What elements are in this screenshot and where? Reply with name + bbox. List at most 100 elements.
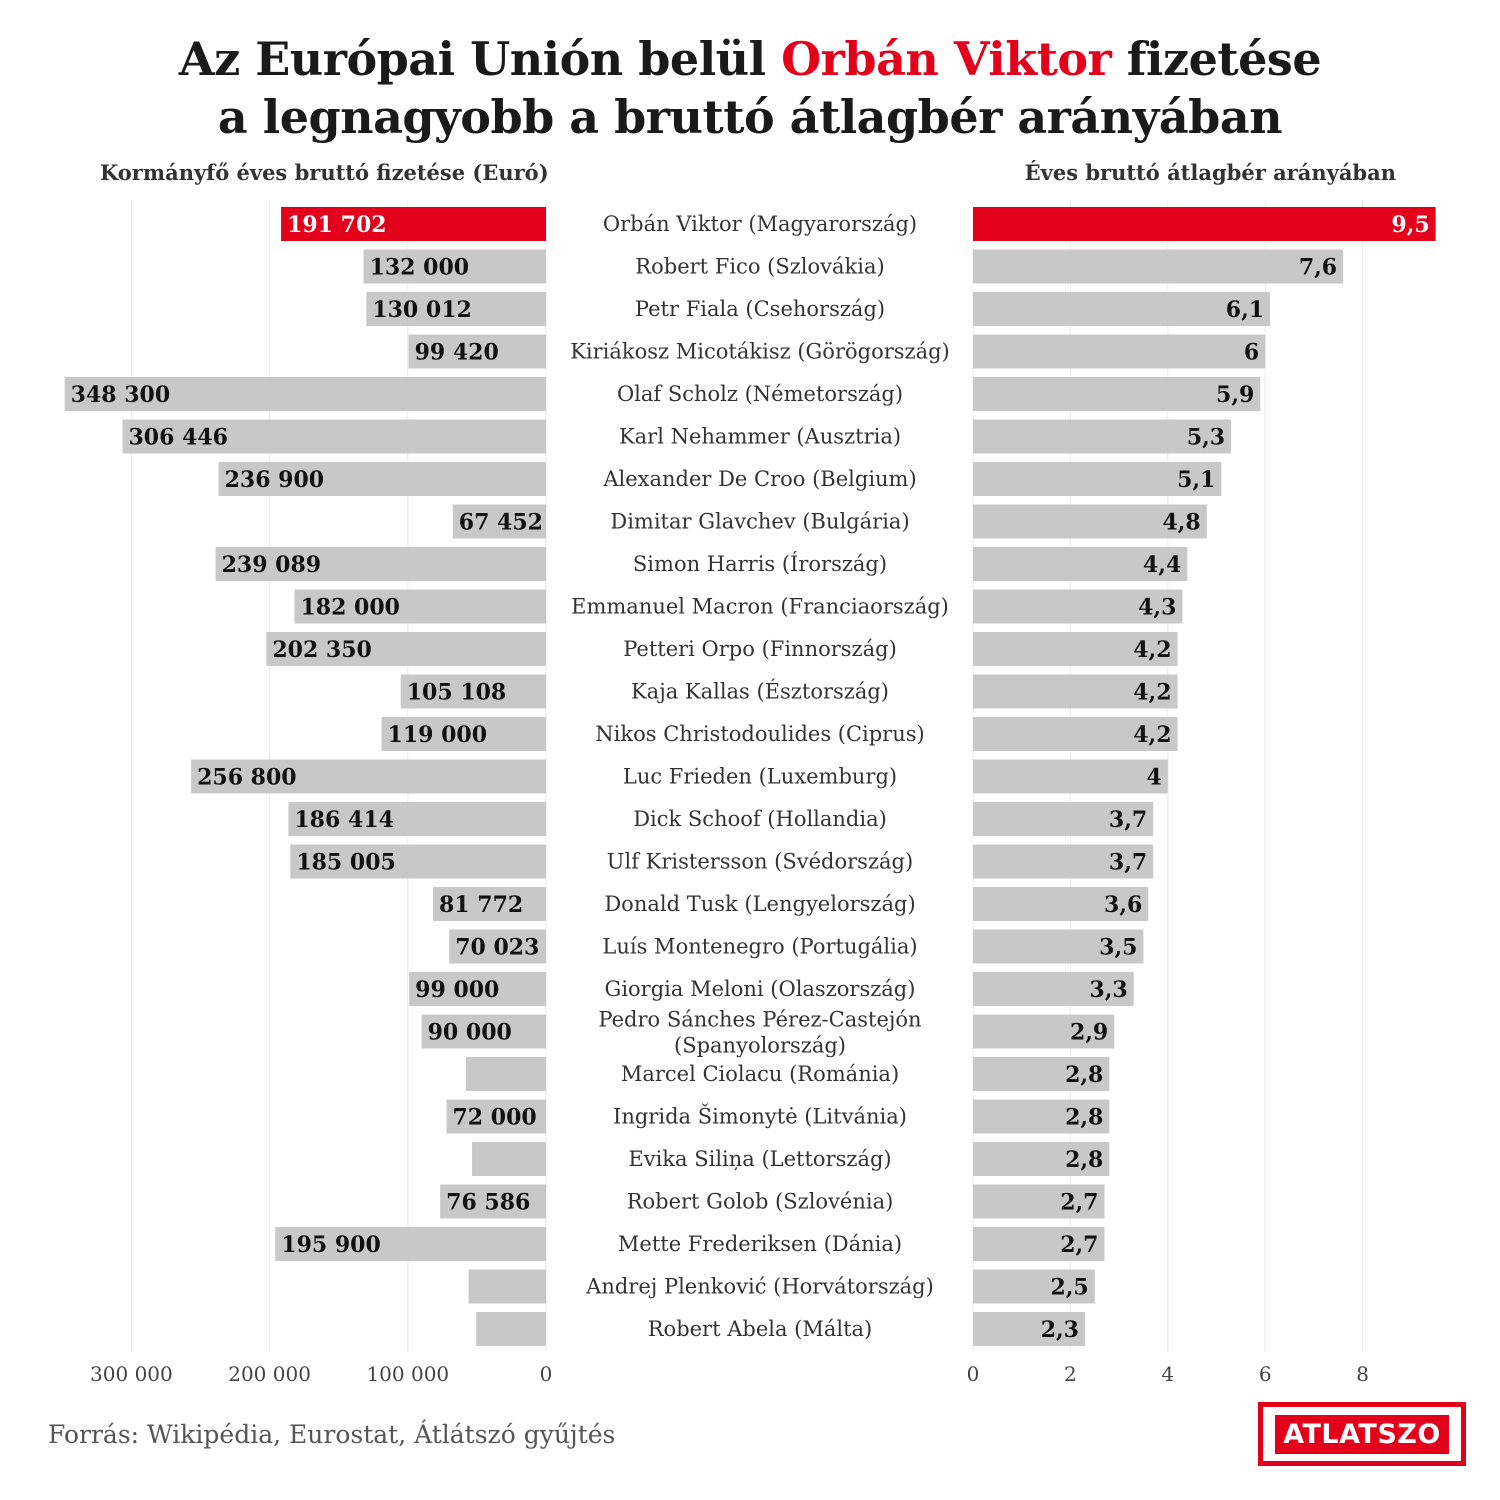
right-bar-value-label: 2,8 bbox=[1065, 1062, 1103, 1088]
left-bar bbox=[366, 292, 546, 326]
right-bar bbox=[973, 887, 1149, 921]
right-tick-label: 4 bbox=[1161, 1362, 1174, 1386]
left-bar-value-label: 119 000 bbox=[388, 722, 488, 748]
atlatszo-logo[interactable]: ATLATSZO bbox=[1258, 1402, 1466, 1466]
right-bar-value-label: 4,2 bbox=[1133, 680, 1171, 706]
category-label: Petteri Orpo (Finnország) bbox=[623, 637, 897, 661]
left-bar bbox=[294, 589, 546, 624]
right-bar bbox=[973, 292, 1271, 326]
category-label: Donald Tusk (Lengyelország) bbox=[604, 892, 915, 916]
left-bar bbox=[64, 377, 546, 411]
right-bar bbox=[973, 207, 1436, 241]
category-label: Simon Harris (Írország) bbox=[633, 552, 887, 576]
logo-text: ATLATSZO bbox=[1275, 1414, 1449, 1454]
left-bar bbox=[400, 674, 546, 709]
right-bar-value-label: 6,1 bbox=[1226, 297, 1264, 323]
right-bar-value-label: 2,5 bbox=[1050, 1275, 1088, 1301]
left-bar-value-label: 202 350 bbox=[272, 637, 372, 663]
right-bar bbox=[973, 1057, 1110, 1091]
right-bar bbox=[973, 377, 1261, 411]
title-prefix: Az Európai Unión belül bbox=[178, 32, 782, 86]
left-bar bbox=[215, 547, 547, 581]
left-bar-value-label: 99 420 bbox=[415, 340, 499, 366]
title-line2: a legnagyobb a bruttó átlagbér arányában bbox=[217, 90, 1283, 144]
right-chart-subtitle: Éves bruttó átlagbér arányában bbox=[1024, 160, 1396, 185]
right-bar-value-label: 3,6 bbox=[1104, 892, 1142, 918]
right-bar-value-label: 5,1 bbox=[1177, 467, 1215, 493]
category-label: Karl Nehammer (Ausztria) bbox=[619, 425, 901, 449]
left-bars: 191 702 132 000 130 012 99 420 348 300 306 44… bbox=[64, 207, 547, 1346]
left-bar-value-label: 182 000 bbox=[300, 595, 400, 621]
category-labels: Orbán Viktor (Magyarország) Robert Fico (… bbox=[570, 212, 950, 1341]
category-label: Andrej Plenković (Horvátország) bbox=[585, 1275, 934, 1299]
left-bar bbox=[449, 929, 546, 964]
right-tick-label: 6 bbox=[1259, 1362, 1272, 1386]
left-bar bbox=[288, 802, 546, 836]
right-bar bbox=[973, 1014, 1115, 1049]
left-bar-value-label: 81 772 bbox=[439, 892, 523, 918]
right-bars: 9,5 7,6 6,1 6 5,9 5,3 5,1 4,8 4,4 4,3 4,2 4,2 4,2 4 3,… bbox=[973, 207, 1436, 1346]
right-tick-label: 0 bbox=[967, 1362, 980, 1386]
category-label: Giorgia Meloni (Olaszország) bbox=[605, 977, 916, 1001]
right-bar-value-label: 6 bbox=[1244, 340, 1259, 366]
left-bar-value-label: 186 414 bbox=[294, 807, 394, 833]
left-bar bbox=[218, 462, 547, 496]
title-suffix: fizetése bbox=[1111, 32, 1322, 86]
right-bar bbox=[973, 972, 1134, 1006]
left-bar bbox=[421, 1014, 546, 1049]
chart-area: 191 702 132 000 130 012 99 420 348 300 306 44… bbox=[64, 200, 1436, 1386]
left-tick-label: 0 bbox=[540, 1362, 553, 1386]
right-bar-value-label: 2,8 bbox=[1065, 1105, 1103, 1131]
category-label: Pedro Sánches Pérez-Castejón bbox=[598, 1008, 921, 1032]
right-bar bbox=[973, 334, 1266, 369]
category-label: Orbán Viktor (Magyarország) bbox=[603, 212, 917, 236]
category-label-line2: (Spanyolország) bbox=[674, 1034, 846, 1058]
source-note: Forrás: Wikipédia, Eurostat, Átlátszó gy… bbox=[48, 1420, 616, 1449]
left-bar bbox=[452, 504, 546, 539]
category-label: Kiriákosz Micotákisz (Görögország) bbox=[570, 340, 950, 364]
category-label: Evika Siliņa (Lettország) bbox=[628, 1147, 891, 1171]
right-bar bbox=[973, 589, 1183, 624]
chart-title: Az Európai Unión belül Orbán Viktor fize… bbox=[0, 30, 1500, 146]
right-bar bbox=[973, 759, 1168, 794]
left-tick-label: 200 000 bbox=[228, 1362, 311, 1386]
right-bar-value-label: 4,3 bbox=[1138, 595, 1176, 621]
left-tick-label: 100 000 bbox=[366, 1362, 449, 1386]
right-bar bbox=[973, 802, 1154, 836]
left-bar bbox=[446, 1099, 546, 1134]
right-bar bbox=[973, 844, 1154, 879]
right-bar-value-label: 4,8 bbox=[1162, 510, 1200, 536]
category-label: Olaf Scholz (Németország) bbox=[617, 382, 903, 406]
right-bar-value-label: 4 bbox=[1146, 765, 1161, 791]
right-bar bbox=[973, 249, 1344, 284]
left-bar-value-label: 130 012 bbox=[372, 297, 472, 323]
left-bar bbox=[409, 972, 546, 1006]
right-bar bbox=[973, 504, 1207, 539]
category-label: Dick Schoof (Hollandia) bbox=[633, 807, 887, 831]
left-bar bbox=[290, 844, 546, 879]
left-bar-value-label: 185 005 bbox=[296, 850, 396, 876]
right-bar-value-label: 2,3 bbox=[1041, 1317, 1079, 1343]
left-bar-value-label: 256 800 bbox=[197, 765, 297, 791]
right-bar bbox=[973, 1269, 1095, 1304]
right-bar bbox=[973, 929, 1144, 964]
category-label: Emmanuel Macron (Franciaország) bbox=[571, 595, 949, 619]
right-bar-value-label: 2,7 bbox=[1060, 1190, 1098, 1216]
left-bar-value-label: 99 000 bbox=[415, 977, 499, 1003]
right-bar bbox=[973, 1099, 1110, 1134]
left-tick-label: 300 000 bbox=[90, 1362, 173, 1386]
left-bar bbox=[381, 717, 546, 751]
right-bar-value-label: 2,9 bbox=[1070, 1020, 1108, 1046]
left-bar-value-label: 306 446 bbox=[128, 425, 228, 451]
left-bar-value-label: 132 000 bbox=[370, 255, 470, 281]
left-bar-value-label: 348 300 bbox=[71, 382, 171, 408]
left-bar bbox=[191, 759, 546, 794]
category-label: Nikos Christodoulides (Ciprus) bbox=[595, 722, 924, 746]
right-bar-value-label: 7,6 bbox=[1299, 255, 1337, 281]
left-bar bbox=[472, 1142, 546, 1176]
left-bar-value-label: 76 586 bbox=[446, 1190, 530, 1216]
left-bar-value-label: 105 108 bbox=[407, 680, 507, 706]
left-bar bbox=[465, 1057, 546, 1091]
left-bar bbox=[468, 1269, 546, 1304]
left-bar-value-label: 195 900 bbox=[281, 1232, 381, 1258]
